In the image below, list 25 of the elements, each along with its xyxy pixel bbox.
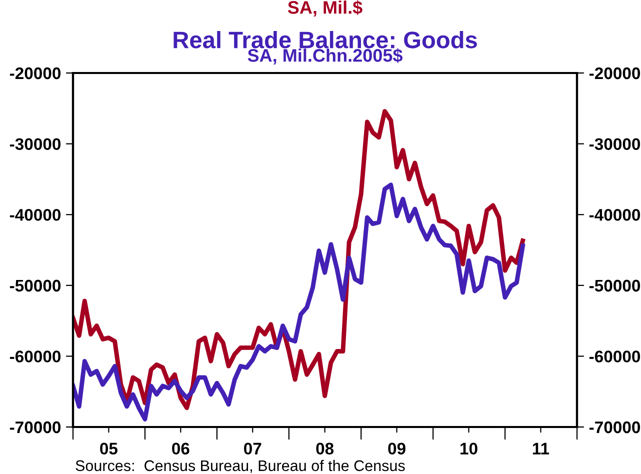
chart-title: Real Trade Balance: Goods [174, 30, 477, 48]
x-tick-label: 06 [172, 442, 190, 455]
y-tick-label: -40000 [10, 209, 61, 221]
x-tick-label: 09 [388, 442, 406, 455]
y-tick-label: -30000 [10, 138, 61, 150]
x-tick-label: 07 [244, 442, 262, 455]
y-tick-label: -70000 [10, 421, 61, 434]
source-note: Sources: Census Bureau, Bureau of the Census [76, 460, 405, 473]
x-tick-label: 08 [316, 442, 334, 455]
y2-tick-label: -20000 [589, 67, 640, 80]
line-series [73, 182, 525, 422]
y2-tick-label: -40000 [589, 209, 640, 221]
y-tick-label: -20000 [10, 67, 61, 80]
x-tick-label: 11 [532, 442, 550, 454]
y-tick-label: -50000 [10, 280, 61, 292]
y2-tick-label: -70000 [589, 421, 640, 434]
y2-tick-label: -50000 [589, 280, 640, 292]
text: SA, Mil.$ [288, 0, 362, 16]
y-tick-label: -60000 [10, 350, 61, 362]
y2-tick-label: -30000 [589, 138, 640, 150]
x-tick-label: 10 [460, 442, 478, 455]
x-tick-label: 05 [100, 442, 118, 455]
line-series [73, 109, 525, 410]
chart-subtitle: SA, Mil.Chn.2005$ [248, 48, 403, 64]
y2-tick-label: -60000 [589, 350, 640, 362]
